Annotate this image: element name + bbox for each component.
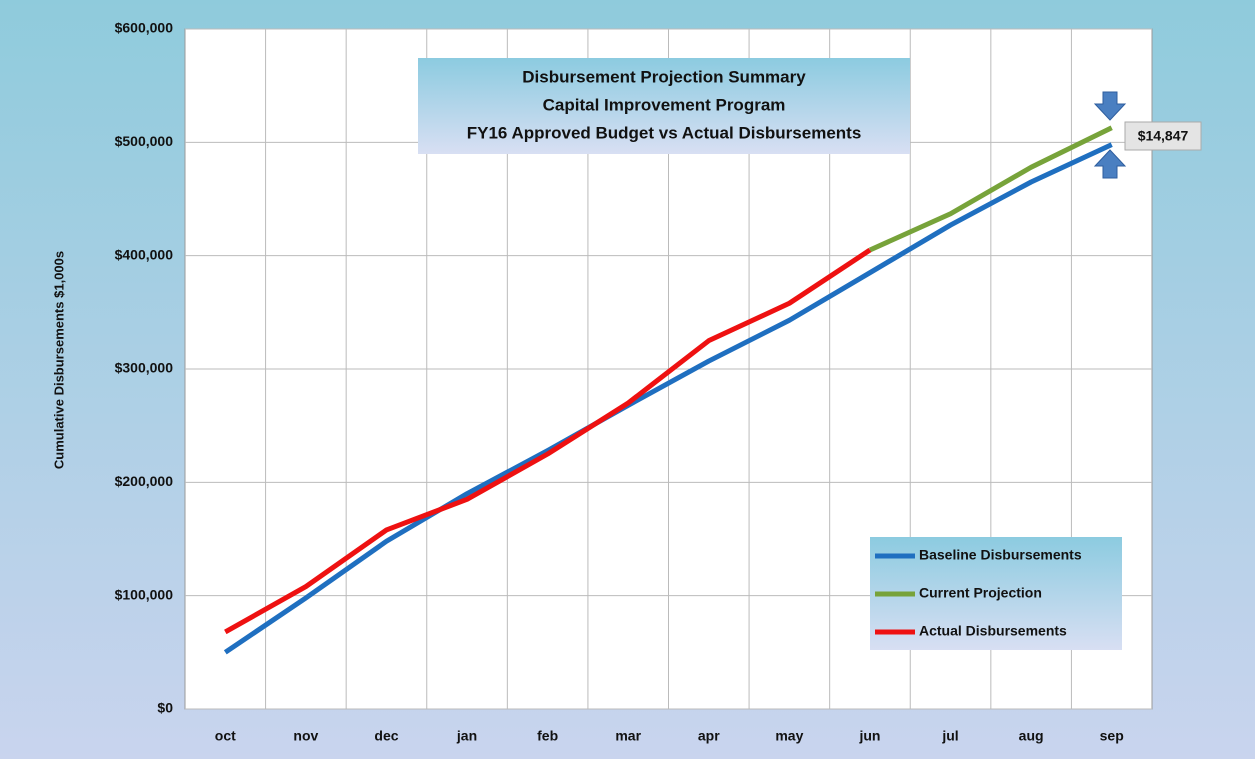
x-tick-label: jan — [456, 728, 477, 744]
title-box — [418, 58, 910, 154]
x-tick-label: may — [775, 728, 803, 744]
chart-title: Disbursement Projection Summary — [522, 67, 806, 86]
x-tick-label: sep — [1100, 728, 1124, 744]
arrow-up — [1093, 149, 1127, 179]
y-tick-label: $400,000 — [115, 246, 174, 262]
y-tick-label: $200,000 — [115, 473, 174, 489]
legend-label: Baseline Disbursements — [919, 547, 1082, 563]
y-axis-label: Cumulative Disbursements $1,000s — [51, 251, 66, 469]
annotation-box — [1124, 121, 1202, 151]
y-tick-label: $300,000 — [115, 360, 174, 376]
x-tick-label: mar — [615, 728, 641, 744]
arrow-down — [1093, 91, 1127, 121]
x-tick-label: nov — [293, 728, 318, 744]
chart-title: FY16 Approved Budget vs Actual Disbursem… — [467, 123, 862, 142]
x-tick-label: jun — [858, 728, 880, 744]
x-tick-label: apr — [698, 728, 720, 744]
x-tick-label: oct — [215, 728, 236, 744]
y-tick-label: $0 — [157, 700, 173, 716]
x-tick-label: dec — [374, 728, 398, 744]
legend-label: Actual Disbursements — [919, 623, 1067, 639]
x-tick-label: jul — [941, 728, 958, 744]
x-tick-label: feb — [537, 728, 558, 744]
series-line — [224, 247, 872, 635]
series-line — [868, 125, 1113, 253]
annotation: $14,847 — [1138, 128, 1189, 144]
x-tick-label: aug — [1019, 728, 1044, 744]
series-line — [223, 142, 1113, 655]
y-tick-label: $500,000 — [115, 133, 174, 149]
y-tick-label: $600,000 — [115, 20, 174, 36]
legend-label: Current Projection — [919, 585, 1042, 601]
y-tick-label: $100,000 — [115, 586, 174, 602]
chart-title: Capital Improvement Program — [543, 95, 786, 114]
